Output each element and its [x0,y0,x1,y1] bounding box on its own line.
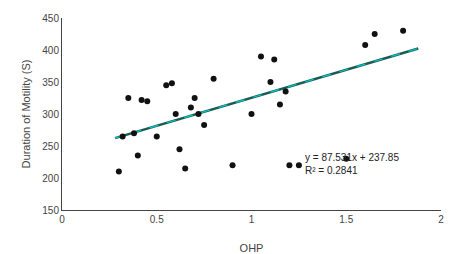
svg-text:250: 250 [42,141,59,152]
svg-text:300: 300 [42,109,59,120]
svg-text:Duration of Motility (S): Duration of Motility (S) [20,60,32,169]
svg-text:0.5: 0.5 [150,214,164,225]
svg-text:350: 350 [42,77,59,88]
svg-text:OHP: OHP [240,242,264,254]
svg-text:1.5: 1.5 [339,214,353,225]
svg-text:400: 400 [42,45,59,56]
svg-text:450: 450 [42,13,59,24]
svg-text:150: 150 [42,205,59,216]
svg-text:y = 87.531x + 237.85R² = 0.284: y = 87.531x + 237.85R² = 0.2841 [305,152,399,176]
svg-text:0: 0 [59,214,65,225]
svg-text:200: 200 [42,173,59,184]
svg-text:1: 1 [249,214,255,225]
svg-text:2: 2 [438,214,444,225]
